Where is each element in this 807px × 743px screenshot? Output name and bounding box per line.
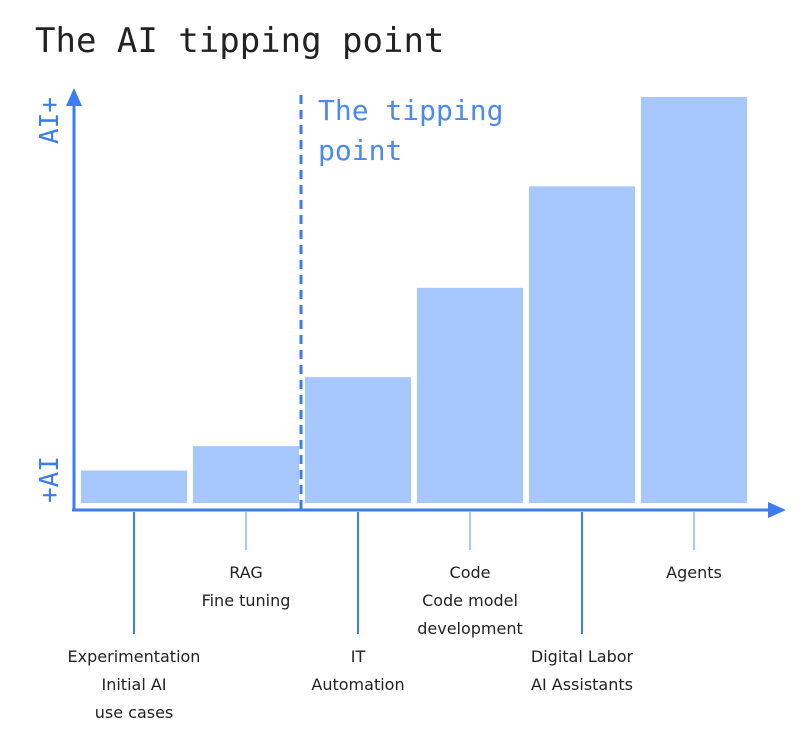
x-tick-label: Experimentation bbox=[68, 647, 201, 666]
x-tick-label: RAG bbox=[229, 563, 263, 582]
x-tick-label: Agents bbox=[666, 563, 722, 582]
x-tick-label: Digital Labor bbox=[531, 647, 634, 666]
x-tick-label: AI Assistants bbox=[531, 675, 633, 694]
x-tick-label: use cases bbox=[95, 703, 174, 722]
y-tick-label: AI+ bbox=[35, 97, 65, 144]
annotation: point bbox=[318, 134, 402, 167]
chart-title: The AI tipping point bbox=[35, 21, 444, 61]
bar bbox=[641, 97, 747, 503]
bar bbox=[193, 446, 299, 503]
x-tick-label: Fine tuning bbox=[202, 591, 291, 610]
y-arrow bbox=[66, 88, 82, 106]
bar bbox=[305, 377, 411, 503]
bar bbox=[81, 470, 187, 503]
bar bbox=[529, 186, 635, 503]
annotation: The tipping bbox=[318, 94, 503, 127]
x-tick-label: Automation bbox=[311, 675, 404, 694]
x-arrow bbox=[768, 502, 786, 518]
x-tick-label: IT bbox=[351, 647, 366, 666]
x-tick-label: Initial AI bbox=[101, 675, 166, 694]
x-tick-label: development bbox=[417, 619, 523, 638]
bar bbox=[417, 287, 523, 503]
y-tick-label: +AI bbox=[35, 456, 65, 503]
x-tick-label: Code bbox=[450, 563, 491, 582]
x-tick-label: Code model bbox=[422, 591, 518, 610]
